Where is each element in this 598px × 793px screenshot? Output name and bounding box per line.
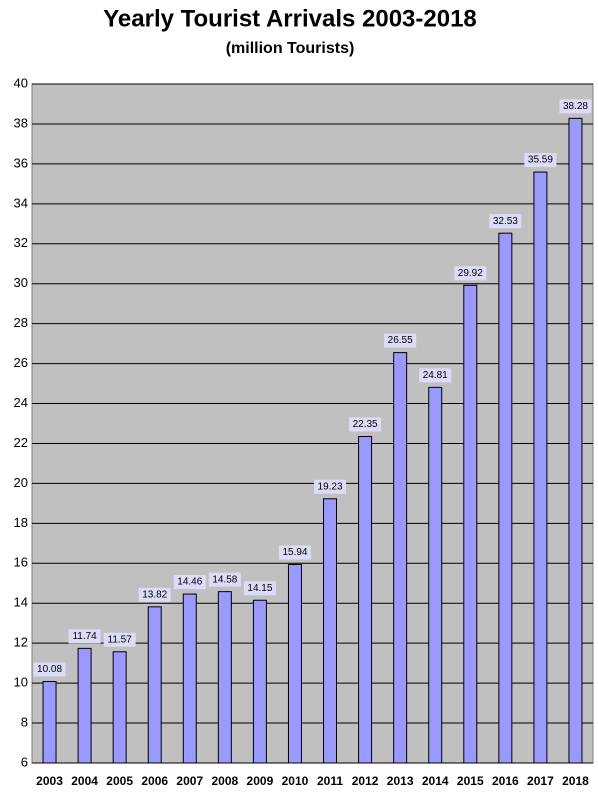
bar: [428, 386, 443, 764]
value-label-box: [559, 99, 592, 114]
value-label-box: [208, 572, 241, 587]
y-tick-label: 18: [14, 515, 28, 530]
value-label: 13.82: [142, 589, 167, 600]
value-label: 14.46: [177, 577, 202, 588]
value-label-box: [243, 581, 276, 596]
x-tick-label: 2010: [282, 774, 309, 788]
value-label-box: [103, 632, 136, 647]
y-tick-label: 14: [14, 595, 28, 610]
value-label: 14.58: [212, 574, 237, 585]
value-label: 29.92: [458, 268, 483, 279]
x-tick-label: 2013: [387, 774, 414, 788]
value-label: 11.57: [108, 634, 133, 645]
x-tick-label: 2007: [176, 774, 203, 788]
value-label-box: [349, 417, 382, 432]
y-tick-label: 24: [14, 395, 28, 410]
bar: [358, 435, 373, 764]
x-tick-label: 2004: [71, 774, 98, 788]
y-tick-label: 28: [14, 315, 28, 330]
bar: [147, 606, 162, 764]
bar: [217, 591, 232, 764]
x-tick-label: 2005: [106, 774, 133, 788]
y-tick-label: 16: [14, 555, 28, 570]
y-tick-label: 34: [14, 195, 28, 210]
x-tick-label: 2011: [317, 774, 343, 788]
value-label-box: [173, 575, 206, 590]
x-tick-label: 2009: [247, 774, 274, 788]
bar: [533, 171, 548, 764]
x-tick-label: 2003: [36, 774, 63, 788]
chart-title: Yearly Tourist Arrivals 2003-2018: [103, 5, 477, 32]
y-tick-label: 6: [21, 754, 28, 769]
x-tick-label: 2015: [457, 774, 484, 788]
x-tick-label: 2012: [352, 774, 379, 788]
value-label-box: [138, 587, 171, 602]
x-tick-label: 2018: [562, 774, 589, 788]
value-label: 19.23: [318, 481, 343, 492]
bar: [498, 232, 513, 764]
value-label: 32.53: [493, 216, 518, 227]
x-tick-label: 2014: [422, 774, 449, 788]
y-tick-label: 22: [14, 435, 28, 450]
bar: [393, 352, 408, 764]
bar: [568, 117, 583, 764]
bar: [287, 563, 302, 764]
chart-subtitle: (million Tourists): [226, 40, 355, 57]
y-tick-label: 20: [14, 475, 28, 490]
bar: [252, 599, 267, 764]
y-tick-label: 10: [14, 675, 28, 690]
bar: [182, 593, 197, 764]
value-label: 15.94: [282, 547, 307, 558]
bar: [323, 498, 338, 764]
value-label: 26.55: [388, 335, 413, 346]
y-tick-label: 8: [21, 714, 28, 729]
value-label-box: [33, 662, 66, 677]
value-label-box: [489, 214, 522, 229]
value-label: 11.74: [72, 631, 97, 642]
value-label-box: [524, 153, 557, 168]
y-tick-label: 40: [14, 75, 28, 90]
value-label-box: [314, 479, 347, 494]
value-label-box: [278, 545, 311, 560]
y-tick-label: 38: [14, 115, 28, 130]
x-tick-label: 2006: [141, 774, 168, 788]
y-tick-label: 26: [14, 355, 28, 370]
bar: [42, 681, 57, 764]
y-tick-label: 32: [14, 235, 28, 250]
value-label: 35.59: [528, 155, 553, 166]
value-label-box: [419, 368, 452, 383]
x-tick-label: 2017: [527, 774, 554, 788]
value-label-box: [384, 333, 417, 348]
y-tick-label: 36: [14, 155, 28, 170]
bar: [112, 651, 127, 764]
value-label-box: [454, 266, 487, 281]
bar: [463, 284, 478, 764]
value-label: 14.15: [247, 583, 272, 594]
value-label: 38.28: [563, 101, 588, 112]
value-label: 24.81: [423, 370, 448, 381]
value-label: 22.35: [353, 419, 378, 430]
y-tick-label: 12: [14, 635, 28, 650]
x-tick-label: 2016: [492, 774, 519, 788]
y-tick-label: 30: [14, 275, 28, 290]
value-label-box: [68, 629, 101, 644]
value-label: 10.08: [37, 664, 62, 675]
x-tick-label: 2008: [211, 774, 238, 788]
bar: [77, 647, 92, 764]
